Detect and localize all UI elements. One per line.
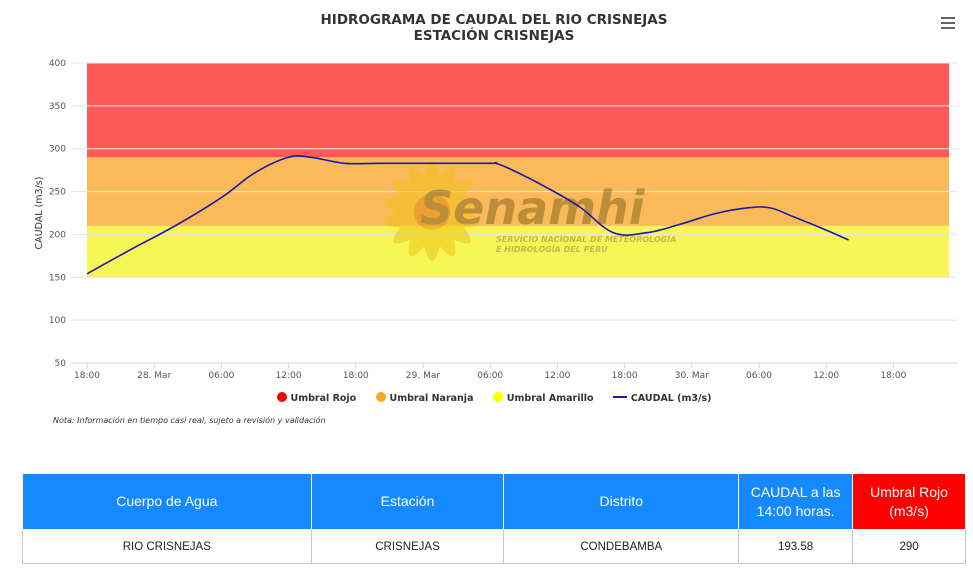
- cell-distrito: CONDEBAMBA: [503, 529, 740, 564]
- sun-ray: [408, 235, 428, 257]
- table-row: RIO CRISNEJAS CRISNEJAS CONDEBAMBA 193.5…: [22, 529, 966, 564]
- series-layer: [86, 154, 849, 275]
- sun-ray: [393, 180, 415, 201]
- x-tick-label: 29. Mar: [406, 371, 440, 381]
- x-tick-label: 18:00: [612, 371, 638, 381]
- chart-legend: Umbral Rojo Umbral Naranja Umbral Amaril…: [0, 392, 973, 404]
- watermark-line1: SERVICIO NACIONAL DE METEOROLOGÍA: [496, 233, 676, 244]
- info-table: Cuerpo de Agua Estación Distrito CAUDAL …: [22, 473, 966, 564]
- cell-estacion: CRISNEJAS: [310, 529, 505, 564]
- y-tick-label: 100: [49, 316, 66, 326]
- x-tick-label: 30. Mar: [675, 371, 709, 381]
- y-tick-label: 300: [49, 145, 66, 155]
- legend-orange-dot-icon: [375, 392, 386, 402]
- table-header-row: Cuerpo de Agua Estación Distrito CAUDAL …: [22, 473, 966, 530]
- chart-title-line2: ESTACIÓN CRISNEJAS: [413, 28, 575, 44]
- x-tick-label: 12:00: [276, 371, 302, 381]
- sun-logo-icon: [384, 163, 480, 261]
- legend-line-icon: [612, 396, 627, 398]
- x-tick-label: 28. Mar: [137, 371, 171, 381]
- legend-label: CAUDAL (m3/s): [630, 393, 712, 404]
- y-tick-label: 250: [49, 188, 66, 198]
- legend-umbral-rojo[interactable]: Umbral Rojo: [276, 392, 357, 404]
- sun-ray: [423, 242, 441, 261]
- y-tick-label: 400: [49, 59, 66, 69]
- header-umbral-rojo: Umbral Rojo (m3/s): [852, 473, 966, 530]
- x-tick-label: 06:00: [477, 371, 503, 381]
- cell-umbral-rojo: 290: [852, 529, 966, 564]
- y-axis: 50 100 150 200 250 300 350 400: [49, 59, 66, 369]
- y-axis-label: CAUDAL (m3/s): [34, 177, 45, 250]
- x-tick-label: 18:00: [880, 371, 906, 381]
- band-umbral-rojo: [87, 63, 949, 158]
- legend-umbral-amarillo[interactable]: Umbral Amarillo: [492, 392, 594, 404]
- sun-ray: [436, 235, 456, 257]
- y-tick-label: 50: [55, 359, 67, 369]
- legend-label: Umbral Naranja: [389, 393, 474, 404]
- x-tick-label: 06:00: [208, 371, 234, 381]
- header-distrito: Distrito: [503, 473, 740, 530]
- cell-caudal: 193.58: [738, 529, 854, 564]
- sun-ray: [393, 223, 415, 244]
- watermark-line2: E HIDROLOGÍA DEL PERÚ: [496, 243, 608, 254]
- x-tick-label: 18:00: [343, 371, 369, 381]
- sun-ray: [408, 167, 428, 189]
- x-tick-label: 06:00: [746, 371, 772, 381]
- x-axis: 18:00 28. Mar 06:00 12:00 18:00 29. Mar 06:00 1…: [71, 362, 958, 381]
- hamburger-menu-icon[interactable]: [941, 17, 955, 31]
- watermark-brand: Senamhi: [420, 181, 646, 235]
- chart-title-line1: HIDROGRAMA DE CAUDAL DEL RIO CRISNEJAS: [320, 12, 668, 28]
- chart-note: Nota: Información en tiempo casi real, s…: [53, 416, 326, 425]
- y-tick-label: 150: [49, 273, 66, 283]
- legend-red-dot-icon: [276, 392, 287, 402]
- sun-ray: [436, 167, 456, 189]
- legend-label: Umbral Rojo: [290, 393, 357, 404]
- x-tick-label: 12:00: [813, 371, 839, 381]
- chart-title: HIDROGRAMA DE CAUDAL DEL RIO CRISNEJAS E…: [0, 12, 973, 44]
- series-line-caudal[interactable]: [86, 154, 849, 275]
- y-tick-label: 200: [49, 230, 66, 240]
- sun-ray: [423, 163, 441, 182]
- y-tick-label: 350: [49, 102, 66, 112]
- sun-ray: [449, 223, 471, 244]
- cell-cuerpo-agua: RIO CRISNEJAS: [22, 529, 312, 564]
- sun-ray: [449, 180, 471, 201]
- chart-svg: Senamhi SERVICIO NACIONAL DE METEOROLOGÍ…: [34, 59, 958, 381]
- legend-label: Umbral Amarillo: [506, 393, 594, 404]
- header-estacion: Estación: [310, 473, 505, 530]
- header-caudal: CAUDAL a las 14:00 horas.: [738, 473, 854, 530]
- legend-caudal[interactable]: CAUDAL (m3/s): [612, 393, 712, 404]
- legend-yellow-dot-icon: [492, 392, 503, 402]
- senamhi-watermark: Senamhi SERVICIO NACIONAL DE METEOROLOGÍ…: [384, 163, 676, 261]
- x-tick-label: 12:00: [544, 371, 570, 381]
- header-cuerpo-agua: Cuerpo de Agua: [22, 473, 312, 530]
- x-tick-label: 18:00: [74, 371, 100, 381]
- legend-umbral-naranja[interactable]: Umbral Naranja: [375, 392, 474, 404]
